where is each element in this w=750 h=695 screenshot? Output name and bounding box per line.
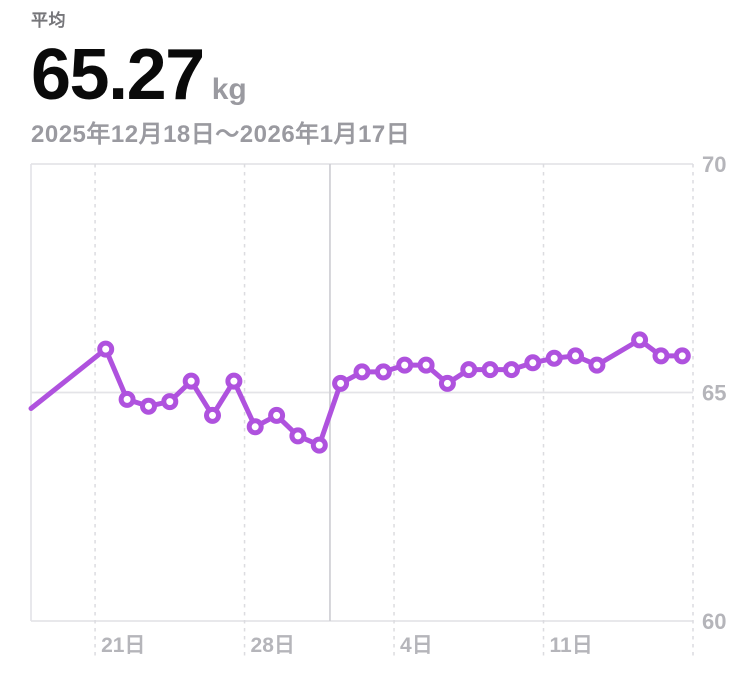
- data-point-marker: [374, 363, 392, 381]
- data-point-marker: [524, 354, 542, 372]
- data-point-marker: [545, 349, 563, 367]
- data-point-marker: [332, 374, 350, 392]
- data-point-marker: [204, 406, 221, 424]
- average-label: 平均: [31, 11, 66, 30]
- data-point-marker: [567, 347, 584, 365]
- y-axis-label: 60: [702, 609, 726, 634]
- data-point-marker: [438, 374, 456, 392]
- data-point-marker: [396, 356, 414, 374]
- data-point-marker: [481, 361, 499, 379]
- data-point-marker: [97, 340, 115, 358]
- data-point-marker: [118, 390, 136, 408]
- data-point-marker: [503, 361, 520, 379]
- y-axis-label: 70: [702, 152, 726, 177]
- weight-line: [28, 337, 685, 448]
- data-point-marker: [268, 406, 286, 424]
- data-point-marker: [289, 427, 307, 445]
- data-point-marker: [353, 363, 371, 381]
- x-axis-label: 21日: [101, 634, 145, 657]
- data-point-marker: [182, 372, 200, 390]
- data-point-marker: [631, 331, 649, 349]
- data-point-marker: [246, 418, 264, 436]
- data-point-marker: [225, 372, 243, 390]
- data-point-marker: [588, 356, 606, 374]
- average-value: 65.27: [31, 35, 205, 115]
- data-point-marker: [310, 436, 328, 454]
- x-axis-label: 28日: [251, 634, 295, 657]
- data-point-marker: [460, 361, 478, 379]
- data-point-marker: [673, 347, 691, 365]
- chart-header: 平均 65.27 kg 2025年12月18日～2026年1月17日: [31, 6, 410, 148]
- data-point-marker: [652, 347, 670, 365]
- data-point-marker: [140, 397, 157, 415]
- x-axis-label: 4日: [400, 634, 433, 657]
- y-axis-label: 65: [702, 381, 726, 406]
- data-point-marker: [161, 393, 179, 411]
- date-range-label: 2025年12月18日～2026年1月17日: [31, 121, 411, 148]
- average-unit: kg: [211, 73, 247, 106]
- average-value-row: 65.27 kg: [31, 35, 247, 115]
- data-point-marker: [417, 356, 435, 374]
- x-axis-label: 11日: [550, 634, 593, 657]
